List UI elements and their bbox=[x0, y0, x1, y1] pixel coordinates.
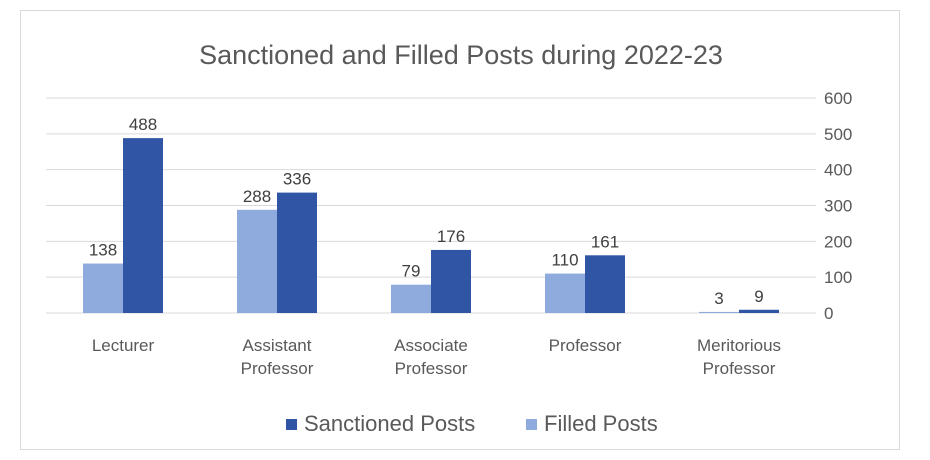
category-label: Lecturer bbox=[92, 336, 155, 355]
data-label: 176 bbox=[437, 227, 465, 246]
chart-container: Sanctioned and Filled Posts during 2022-… bbox=[20, 10, 900, 450]
data-label: 9 bbox=[754, 287, 763, 306]
bar-sanctioned-posts bbox=[739, 309, 779, 313]
category-label: Assistant bbox=[243, 336, 312, 355]
legend-swatch bbox=[526, 419, 537, 430]
category-label: Professor bbox=[241, 359, 314, 378]
y-axis-ticks: 0 100 200 300 400 500 600 bbox=[824, 89, 852, 323]
data-labels: 138 488 288 336 79 176 110 161 3 9 bbox=[89, 115, 764, 308]
data-label: 79 bbox=[402, 262, 421, 281]
y-tick-label: 100 bbox=[824, 268, 852, 287]
data-label: 110 bbox=[551, 251, 578, 270]
data-label: 138 bbox=[89, 241, 117, 260]
y-tick-label: 300 bbox=[824, 197, 852, 216]
category-label: Associate bbox=[394, 336, 468, 355]
data-label: 288 bbox=[243, 187, 271, 206]
y-tick-label: 200 bbox=[824, 232, 852, 251]
bar-chart: Sanctioned and Filled Posts during 2022-… bbox=[46, 40, 852, 436]
bar-filled-posts bbox=[699, 311, 739, 313]
data-label: 488 bbox=[129, 115, 157, 134]
data-label: 161 bbox=[591, 232, 619, 251]
legend: Sanctioned Posts Filled Posts bbox=[286, 411, 658, 436]
data-label: 3 bbox=[714, 289, 723, 308]
category-labels: Lecturer Assistant Professor Associate Profe… bbox=[92, 336, 781, 378]
y-tick-label: 400 bbox=[824, 161, 852, 180]
category-label: Professor bbox=[549, 336, 622, 355]
y-tick-label: 600 bbox=[824, 89, 852, 108]
legend-label: Filled Posts bbox=[544, 411, 658, 436]
bar-sanctioned-posts bbox=[431, 249, 471, 313]
bars bbox=[83, 138, 779, 313]
gridlines bbox=[46, 97, 816, 314]
chart-title: Sanctioned and Filled Posts during 2022-… bbox=[199, 40, 723, 70]
bar-filled-posts bbox=[545, 273, 585, 313]
bar-filled-posts bbox=[391, 284, 431, 313]
category-label: Meritorious bbox=[697, 336, 781, 355]
category-label: Professor bbox=[395, 359, 468, 378]
category-label: Professor bbox=[703, 359, 776, 378]
y-tick-label: 0 bbox=[824, 304, 833, 323]
bar-sanctioned-posts bbox=[277, 192, 317, 313]
bar-sanctioned-posts bbox=[585, 255, 625, 313]
legend-swatch bbox=[286, 419, 297, 430]
bar-filled-posts bbox=[83, 263, 123, 313]
bar-filled-posts bbox=[237, 209, 277, 313]
bar-sanctioned-posts bbox=[123, 138, 163, 313]
data-label: 336 bbox=[283, 170, 311, 189]
legend-label: Sanctioned Posts bbox=[304, 411, 475, 436]
y-tick-label: 500 bbox=[824, 125, 852, 144]
